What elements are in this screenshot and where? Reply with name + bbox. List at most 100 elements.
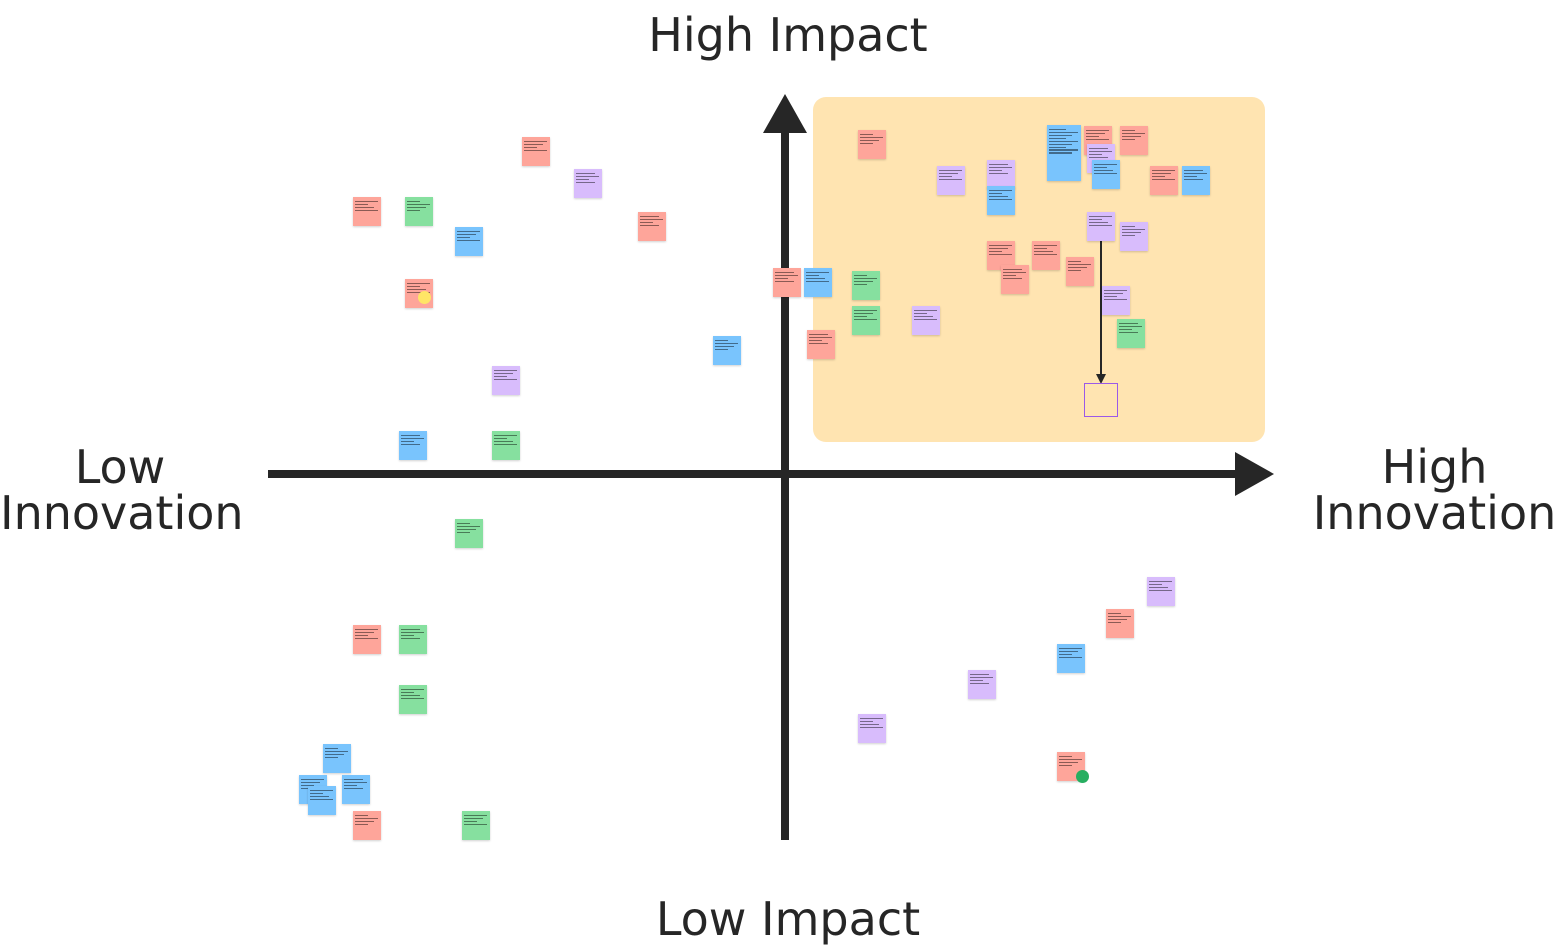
sticky-note-purple[interactable]: [1147, 577, 1175, 606]
sticky-note-purple[interactable]: [1120, 222, 1148, 251]
sticky-note-blue[interactable]: [1092, 160, 1120, 189]
sticky-note-purple[interactable]: [1102, 286, 1130, 315]
sticky-note-green[interactable]: [399, 685, 427, 714]
note-text-line: [457, 236, 471, 238]
sticky-note-purple[interactable]: [912, 306, 940, 335]
sticky-note-blue[interactable]: [323, 744, 351, 773]
note-text-line: [494, 440, 513, 442]
note-text-line: [914, 309, 937, 311]
sticky-note-purple[interactable]: [492, 366, 520, 395]
note-text-line: [914, 318, 937, 320]
sticky-note-blue[interactable]: [804, 268, 832, 297]
sticky-note-blue[interactable]: [1057, 644, 1085, 673]
sticky-note-purple[interactable]: [937, 166, 965, 195]
note-text-line: [860, 726, 883, 728]
note-text-line: [1108, 618, 1127, 620]
note-text-line: [860, 136, 883, 138]
note-text-line: [301, 781, 320, 783]
note-text-line: [344, 784, 358, 786]
sticky-note-blue[interactable]: [342, 775, 370, 804]
sticky-note-red[interactable]: [522, 137, 550, 166]
sticky-note-purple[interactable]: [1087, 212, 1115, 241]
note-text-line: [989, 198, 1012, 200]
note-text-line: [1089, 147, 1108, 149]
note-text-line: [325, 753, 344, 755]
note-text-line: [806, 271, 829, 273]
sticky-note-red[interactable]: [353, 811, 381, 840]
note-text-line: [407, 200, 421, 202]
note-text-line: [401, 440, 415, 442]
sticky-note-red[interactable]: [858, 130, 886, 159]
sticky-note-green[interactable]: [455, 519, 483, 548]
note-text-line: [1184, 172, 1207, 174]
note-text-line: [325, 750, 348, 752]
note-text-line: [344, 778, 363, 780]
axis-label-low-innovation-line-2: Innovation: [0, 486, 244, 540]
sticky-note-blue[interactable]: [1047, 125, 1081, 181]
note-text-line: [775, 271, 794, 273]
sticky-note-blue[interactable]: [455, 227, 483, 256]
note-text-line: [355, 200, 378, 202]
sticky-note-red[interactable]: [807, 330, 835, 359]
sticky-note-red[interactable]: [1106, 609, 1134, 638]
sticky-note-green[interactable]: [1117, 319, 1145, 348]
note-text-line: [1049, 134, 1073, 136]
sticky-note-red[interactable]: [1032, 241, 1060, 270]
note-text-line: [464, 817, 483, 819]
axis-label-low-impact: Low Impact: [655, 892, 921, 946]
sticky-note-green[interactable]: [492, 431, 520, 460]
sticky-note-blue[interactable]: [399, 431, 427, 460]
note-text-line: [401, 434, 420, 436]
sticky-note-green[interactable]: [405, 197, 433, 226]
sticky-note-green[interactable]: [399, 625, 427, 654]
note-text-line: [355, 823, 369, 825]
sticky-note-red[interactable]: [353, 625, 381, 654]
sticky-note-blue[interactable]: [1182, 166, 1210, 195]
vertical-axis-arrowhead: [763, 94, 807, 133]
sticky-note-red[interactable]: [1066, 257, 1094, 286]
note-text-line: [715, 345, 734, 347]
sticky-note-blue[interactable]: [308, 786, 336, 815]
sticky-note-blue[interactable]: [713, 336, 741, 365]
sticky-note-green[interactable]: [852, 271, 880, 300]
note-text-line: [401, 688, 424, 690]
sticky-note-blue[interactable]: [987, 186, 1015, 215]
sticky-note-red[interactable]: [1150, 166, 1178, 195]
note-text-line: [1119, 325, 1142, 327]
note-text-line: [854, 318, 877, 320]
note-text-line: [1184, 169, 1203, 171]
sticky-note-purple[interactable]: [987, 160, 1015, 189]
note-text-line: [401, 691, 415, 693]
sticky-note-red[interactable]: [638, 212, 666, 241]
note-text-line: [407, 288, 426, 290]
note-text-line: [401, 443, 420, 445]
sticky-note-green[interactable]: [462, 811, 490, 840]
note-text-line: [1049, 152, 1073, 154]
note-text-line: [970, 673, 989, 675]
sticky-note-purple[interactable]: [968, 670, 996, 699]
note-text-line: [1089, 221, 1108, 223]
note-text-line: [1059, 650, 1078, 652]
sticky-note-red[interactable]: [353, 197, 381, 226]
note-text-line: [310, 789, 333, 791]
sticky-note-purple[interactable]: [858, 714, 886, 743]
note-text-line: [806, 277, 825, 279]
note-text-line: [355, 634, 369, 636]
note-text-line: [1086, 135, 1100, 137]
note-text-line: [775, 277, 789, 279]
empty-placeholder-box[interactable]: [1084, 383, 1118, 417]
note-text-line: [854, 280, 873, 282]
sticky-note-green[interactable]: [852, 306, 880, 335]
sticky-note-purple[interactable]: [574, 169, 602, 198]
axis-label-high-innovation: High Innovation: [1312, 444, 1557, 536]
axis-label-high-impact: High Impact: [648, 8, 928, 62]
sticky-note-red[interactable]: [1120, 126, 1148, 155]
sticky-note-red[interactable]: [1001, 265, 1029, 294]
note-text-line: [914, 312, 928, 314]
sticky-note-red[interactable]: [773, 268, 801, 297]
note-text-line: [1149, 589, 1172, 591]
axis-label-low-innovation-line-1: Low: [74, 440, 166, 494]
note-text-line: [1049, 149, 1078, 151]
note-text-line: [310, 792, 324, 794]
